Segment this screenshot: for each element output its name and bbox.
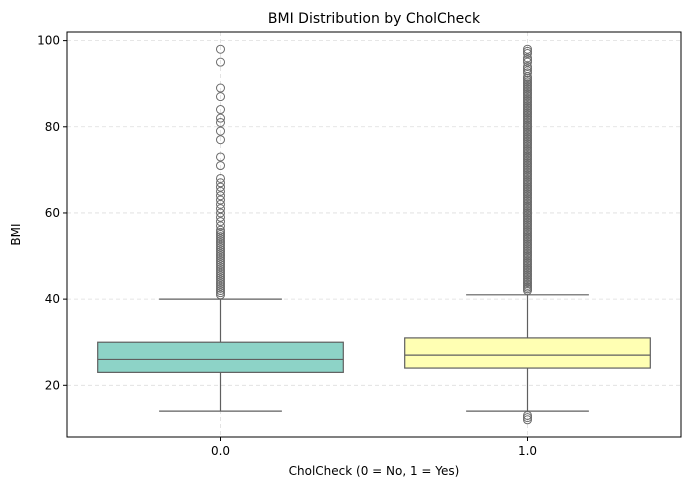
outlier-point xyxy=(216,247,225,257)
outlier-point xyxy=(216,105,225,115)
outlier-point xyxy=(523,413,532,423)
outlier-point xyxy=(216,191,225,201)
outlier-point xyxy=(216,273,225,283)
outlier-point xyxy=(216,238,225,248)
outlier-point xyxy=(523,57,532,67)
outlier-point xyxy=(523,49,532,59)
outlier-point xyxy=(216,117,225,127)
outlier-point xyxy=(216,234,225,244)
outlier-point xyxy=(216,283,225,293)
outlier-point xyxy=(216,232,225,242)
outlier-point xyxy=(216,242,225,252)
outlier-point xyxy=(216,57,225,67)
outlier-point xyxy=(216,249,225,259)
outlier-point xyxy=(216,227,225,237)
outlier-point xyxy=(216,225,225,235)
outlier-point xyxy=(216,217,225,227)
outlier-point xyxy=(216,275,225,285)
outlier-point xyxy=(216,195,225,205)
outlier-point xyxy=(523,410,532,420)
outlier-point xyxy=(216,182,225,192)
outlier-point xyxy=(216,264,225,274)
outlier-point xyxy=(216,178,225,188)
box-1.0 xyxy=(404,294,651,412)
chart-title: BMI Distribution by CholCheck xyxy=(268,11,481,27)
outlier-point xyxy=(216,258,225,268)
outlier-point xyxy=(523,415,532,425)
outlier-point xyxy=(216,277,225,287)
plot-frame xyxy=(66,31,682,438)
outlier-points xyxy=(216,44,532,425)
grid-lines xyxy=(67,32,681,437)
outlier-point xyxy=(216,251,225,261)
boxes xyxy=(97,294,651,412)
outlier-point xyxy=(523,55,532,65)
y-tick-label-80: 80 xyxy=(45,120,60,134)
y-tick-label-40: 40 xyxy=(45,292,60,306)
y-tick-label-20: 20 xyxy=(45,378,60,392)
outlier-point xyxy=(216,83,225,93)
outlier-point xyxy=(523,46,532,56)
outlier-point xyxy=(216,173,225,183)
x-axis-label: CholCheck (0 = No, 1 = Yes) xyxy=(289,464,460,478)
outlier-point xyxy=(216,208,225,218)
outlier-point xyxy=(216,253,225,263)
outlier-point xyxy=(523,72,532,82)
outlier-point xyxy=(216,230,225,239)
outlier-point xyxy=(216,113,225,123)
outlier-point xyxy=(216,186,225,196)
outlier-point xyxy=(216,240,225,250)
y-axis-ticks: 20 40 60 80 100 xyxy=(37,34,67,392)
outlier-point xyxy=(523,68,532,78)
outlier-point xyxy=(216,270,225,280)
outlier-point xyxy=(216,262,225,272)
x-tick-label-0: 0.0 xyxy=(211,444,230,458)
y-axis-label: BMI xyxy=(9,223,23,245)
box-0.0 xyxy=(97,298,344,412)
outlier-point xyxy=(216,236,225,246)
outlier-point xyxy=(216,152,225,162)
outlier-point xyxy=(216,135,225,145)
outlier-point xyxy=(216,44,225,54)
outlier-point xyxy=(216,268,225,278)
outlier-point xyxy=(523,44,532,54)
outlier-point xyxy=(216,255,225,265)
outlier-point xyxy=(216,161,225,171)
y-tick-label-100: 100 xyxy=(37,34,60,48)
box-iqr xyxy=(97,341,344,373)
x-tick-label-1: 1.0 xyxy=(518,444,537,458)
outlier-point xyxy=(523,53,532,63)
outlier-point xyxy=(216,245,225,255)
outlier-point xyxy=(216,266,225,276)
outlier-point xyxy=(216,212,225,222)
box-iqr xyxy=(404,337,651,369)
outlier-point xyxy=(216,221,225,231)
outlier-point xyxy=(216,290,225,300)
x-axis-ticks: 0.0 1.0 xyxy=(211,437,537,458)
outlier-point xyxy=(216,281,225,291)
outlier-point xyxy=(216,199,225,209)
outlier-point xyxy=(216,92,225,102)
outlier-point xyxy=(523,61,532,71)
outlier-point xyxy=(216,279,225,289)
outlier-point xyxy=(216,260,225,270)
outlier-point xyxy=(216,288,225,298)
outlier-point xyxy=(216,204,225,214)
y-tick-label-60: 60 xyxy=(45,206,60,220)
outlier-point xyxy=(216,126,225,136)
outlier-point xyxy=(216,286,225,296)
